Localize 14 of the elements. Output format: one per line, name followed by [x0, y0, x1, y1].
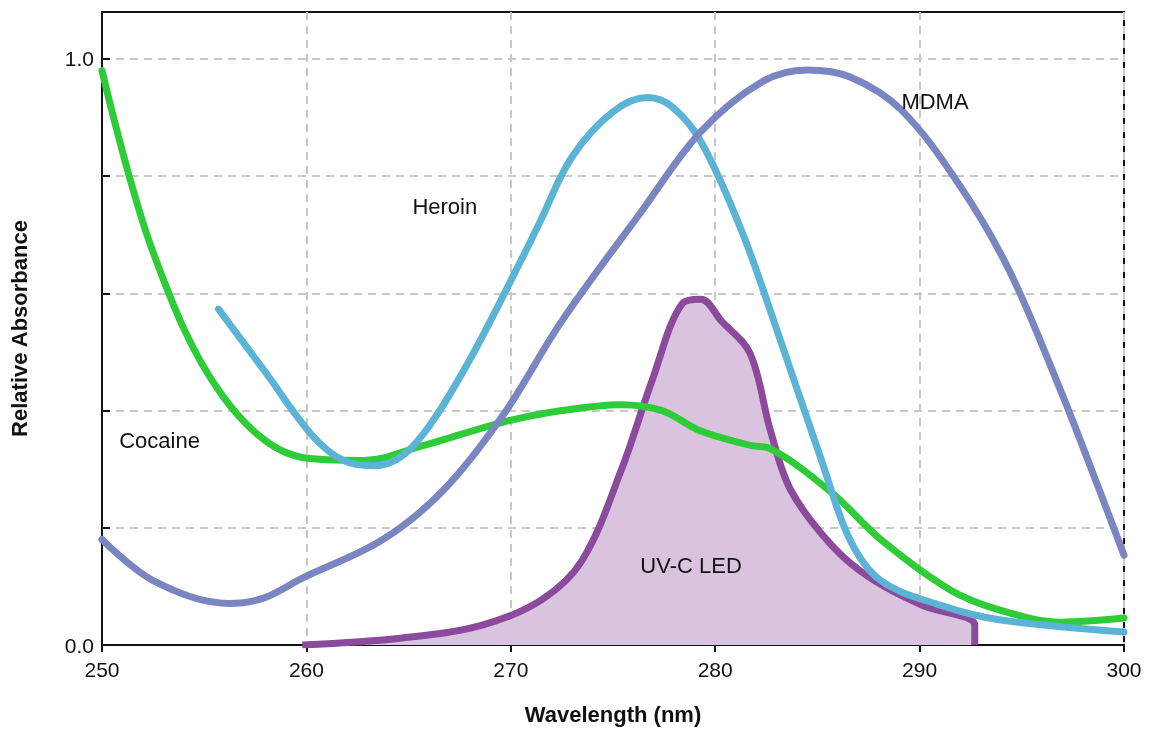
x-tick-label: 290 — [902, 658, 938, 681]
y-tick-label: 1.0 — [64, 47, 94, 71]
y-tick-label: 0.0 — [64, 633, 94, 657]
text: Heroin — [412, 194, 478, 220]
x-tick-label: 300 — [1106, 658, 1142, 681]
x-tick-label: 250 — [84, 658, 120, 681]
x-tick-label: 260 — [288, 658, 324, 681]
y-axis-title: Relative Absorbance — [6, 220, 32, 437]
x-tick-label: 280 — [697, 658, 733, 681]
x-axis-title: Wavelength (nm) — [524, 701, 702, 727]
series-label: MDMA — [901, 89, 969, 115]
series-label: UV-C LED — [640, 552, 742, 578]
x-tick-label: 270 — [493, 658, 529, 681]
series-label: Cocaine — [119, 427, 200, 453]
